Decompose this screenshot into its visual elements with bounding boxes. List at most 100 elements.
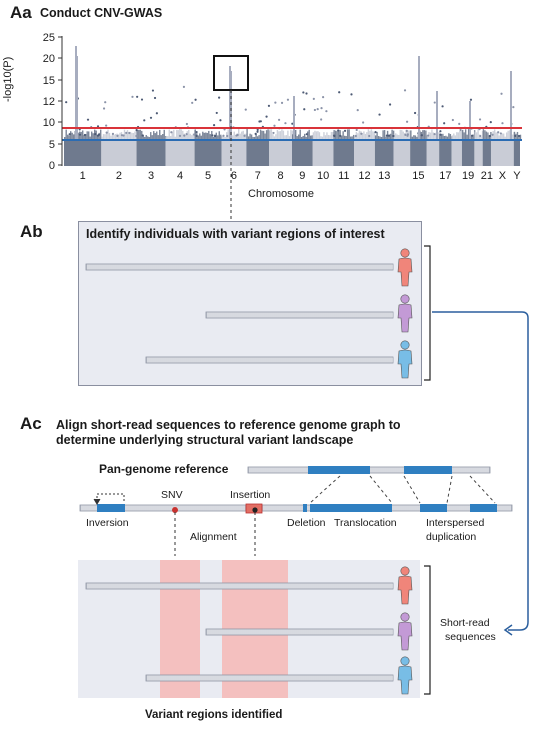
signal-bar — [270, 129, 273, 140]
association-point — [265, 115, 268, 118]
signal-bar — [380, 136, 383, 140]
signal-bar — [197, 135, 199, 140]
signal-bar — [284, 135, 286, 140]
association-point — [96, 134, 100, 137]
signal-bar — [457, 132, 459, 140]
signal-bar — [98, 132, 100, 140]
association-point — [356, 109, 359, 112]
signal-bar — [255, 133, 257, 140]
signal-bar — [480, 136, 482, 140]
signal-bar — [431, 129, 433, 140]
signal-bar — [117, 134, 120, 140]
signal-bar — [475, 132, 478, 140]
signal-bar — [194, 129, 196, 140]
x-tick-label-chr-10: 10 — [316, 170, 330, 182]
signal-bar — [507, 130, 509, 140]
signal-bar — [474, 131, 476, 140]
signal-bar — [70, 131, 72, 140]
signal-bar — [484, 130, 486, 140]
chromosome-band — [451, 140, 462, 166]
association-point — [195, 130, 198, 134]
signal-bar — [410, 130, 412, 140]
signal-bar — [315, 131, 318, 140]
association-point — [236, 133, 239, 137]
signal-bar — [105, 131, 108, 140]
signal-bar — [372, 131, 374, 140]
association-point — [362, 121, 365, 124]
ab-bracket — [424, 245, 431, 381]
signal-bar — [183, 133, 185, 140]
signal-bar — [68, 135, 70, 140]
x-tick-label-chr-1: 1 — [79, 170, 86, 182]
signal-bar — [345, 135, 347, 140]
signal-bar — [252, 136, 254, 140]
signal-bar — [278, 131, 280, 140]
association-point — [105, 131, 108, 134]
signal-bar — [250, 134, 253, 140]
signal-bar — [327, 134, 330, 140]
association-point — [122, 134, 125, 137]
association-point — [243, 134, 246, 137]
signal-bar — [426, 134, 429, 140]
signal-bar — [136, 129, 138, 140]
signal-bar — [321, 136, 324, 140]
association-point — [303, 108, 306, 111]
signal-bar — [244, 133, 246, 140]
signal-bar — [443, 135, 446, 140]
signal-bar — [238, 129, 240, 140]
signal-bar — [366, 132, 368, 140]
signal-bar — [501, 133, 503, 140]
signal-bar — [171, 131, 173, 140]
signal-bar — [348, 129, 350, 140]
signal-bar — [64, 136, 66, 140]
association-point — [128, 131, 131, 135]
association-point — [222, 134, 225, 137]
signal-bar — [131, 132, 133, 140]
signal-bar — [167, 136, 169, 140]
signal-bar — [314, 130, 316, 140]
signal-bar — [389, 133, 392, 140]
person-head — [400, 294, 410, 304]
association-point — [338, 91, 341, 94]
signal-bar — [208, 130, 210, 140]
signal-bar — [453, 133, 455, 140]
signal-bar — [370, 129, 373, 140]
signal-bar — [317, 131, 319, 140]
inversion-label: Inversion — [86, 517, 129, 529]
signal-bar — [515, 133, 517, 140]
association-point — [182, 85, 186, 88]
association-point — [215, 111, 218, 115]
chromosome-band — [482, 140, 491, 166]
signal-bar — [493, 129, 496, 140]
signal-bar — [299, 129, 301, 140]
signal-bar — [449, 133, 452, 140]
signal-bar — [145, 135, 147, 140]
flow-arrow-line — [432, 311, 529, 631]
person-head — [400, 248, 410, 258]
association-point — [337, 129, 340, 132]
ab-person-red — [397, 248, 413, 287]
signal-bar — [504, 136, 506, 140]
association-point — [322, 96, 325, 99]
y-tick-label: 20 — [43, 53, 55, 65]
signal-bar — [485, 131, 488, 140]
association-point — [501, 122, 504, 125]
short-read-label-line1: Short-read — [440, 617, 490, 629]
association-point — [355, 128, 358, 132]
association-point — [512, 106, 515, 109]
association-point — [388, 103, 392, 106]
signal-bar — [334, 130, 337, 140]
duplication-segment-1 — [420, 504, 447, 512]
person-body — [397, 303, 413, 333]
signal-bar — [262, 130, 265, 140]
signal-bar — [402, 131, 404, 140]
signal-bar — [148, 136, 150, 140]
signal-bar — [82, 130, 84, 140]
person-head — [400, 340, 410, 350]
person-head — [400, 566, 410, 576]
association-point — [350, 93, 353, 96]
signal-bar — [265, 130, 268, 140]
association-point — [413, 111, 417, 115]
chromosome-band — [490, 140, 514, 166]
association-point — [170, 131, 173, 134]
